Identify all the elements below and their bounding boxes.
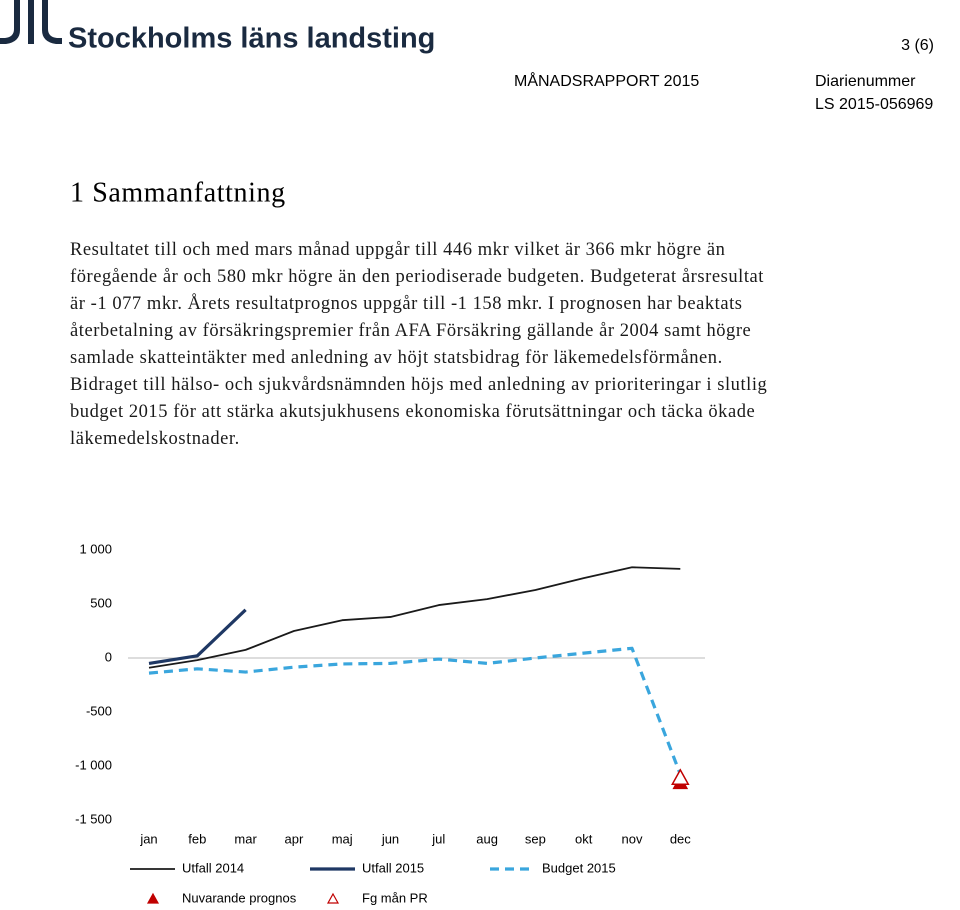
legend-label: Utfall 2015	[362, 860, 424, 875]
x-tick-label: okt	[575, 831, 593, 846]
section-heading: 1 Sammanfattning	[70, 177, 286, 208]
y-tick-label: 1 000	[79, 541, 112, 556]
legend-swatch	[146, 892, 160, 904]
legend-label: Nuvarande prognos	[182, 890, 297, 905]
series-line	[148, 646, 682, 775]
x-tick-label: sep	[525, 831, 546, 846]
x-tick-label: feb	[188, 831, 206, 846]
x-tick-label: mar	[234, 831, 257, 846]
y-tick-label: 500	[90, 595, 112, 610]
chart: 1 000 500 0 -500 -1 000 -1 500 jan feb mar apr maj…	[75, 541, 705, 905]
legend-swatch	[326, 892, 340, 904]
x-tick-label: nov	[622, 831, 643, 846]
y-tick-label: 0	[105, 649, 112, 664]
x-tick-label: aug	[476, 831, 498, 846]
x-tick-label: dec	[670, 831, 691, 846]
y-tick-label: -500	[86, 703, 112, 718]
paragraph: Resultatet till och med mars månad uppgå…	[70, 240, 768, 449]
series-line	[148, 608, 247, 665]
legend-label: Fg mån PR	[362, 890, 428, 905]
diary-label: Diarienummer	[815, 73, 916, 90]
legend-label: Budget 2015	[542, 860, 616, 875]
series-line	[148, 566, 681, 669]
page-number: 3 (6)	[901, 37, 934, 54]
legend-label: Utfall 2014	[182, 860, 244, 875]
report-title: MÅNADSRAPPORT 2015	[514, 71, 699, 90]
x-tick-label: jul	[431, 831, 445, 846]
x-tick-label: apr	[285, 831, 304, 846]
x-tick-label: jan	[139, 831, 157, 846]
y-tick-label: -1 000	[75, 757, 112, 772]
logo-mark	[0, 0, 62, 44]
x-tick-label: maj	[332, 831, 353, 846]
marker	[671, 768, 690, 786]
y-tick-label: -1 500	[75, 811, 112, 826]
organization: Stockholms läns landsting	[68, 23, 435, 55]
diary-number: LS 2015-056969	[815, 96, 933, 113]
x-tick-label: jun	[381, 831, 399, 846]
